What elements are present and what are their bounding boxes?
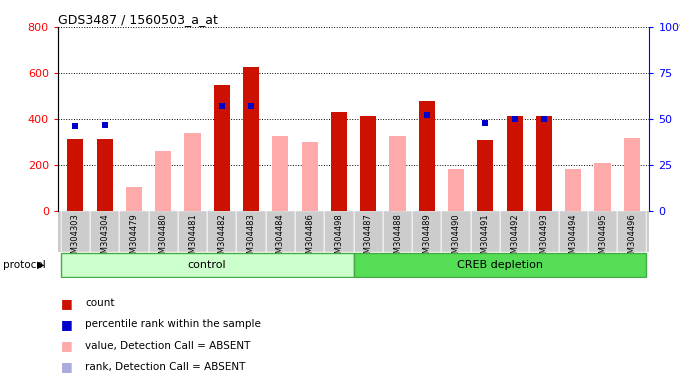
- Bar: [419, 101, 435, 211]
- Bar: [507, 116, 523, 211]
- Text: count: count: [85, 298, 114, 308]
- Bar: [354, 211, 383, 252]
- Text: ■: ■: [61, 360, 73, 373]
- Bar: [324, 211, 354, 252]
- Bar: [243, 67, 259, 211]
- Bar: [237, 211, 266, 252]
- Text: GSM304490: GSM304490: [452, 213, 460, 264]
- Bar: [594, 163, 611, 211]
- Bar: [360, 116, 376, 211]
- Bar: [302, 142, 318, 211]
- Text: GSM304489: GSM304489: [422, 213, 431, 264]
- Text: CREB depletion: CREB depletion: [457, 260, 543, 270]
- Text: GSM304303: GSM304303: [71, 213, 80, 264]
- Bar: [448, 169, 464, 211]
- Text: protocol: protocol: [3, 260, 46, 270]
- Text: GDS3487 / 1560503_a_at: GDS3487 / 1560503_a_at: [58, 13, 218, 26]
- Text: ■: ■: [61, 297, 73, 310]
- Bar: [214, 85, 230, 211]
- Text: ■: ■: [61, 339, 73, 352]
- Bar: [67, 139, 84, 211]
- Bar: [412, 211, 441, 252]
- Text: value, Detection Call = ABSENT: value, Detection Call = ABSENT: [85, 341, 250, 351]
- Bar: [61, 211, 90, 252]
- Bar: [588, 211, 617, 252]
- Text: rank, Detection Call = ABSENT: rank, Detection Call = ABSENT: [85, 362, 245, 372]
- Text: GSM304496: GSM304496: [628, 213, 636, 264]
- Text: GSM304480: GSM304480: [158, 213, 168, 264]
- Bar: [617, 211, 647, 252]
- Bar: [90, 211, 119, 252]
- Bar: [558, 211, 588, 252]
- Bar: [354, 253, 647, 277]
- Bar: [383, 211, 412, 252]
- Text: control: control: [188, 260, 226, 270]
- Text: ▶: ▶: [37, 260, 45, 270]
- Bar: [266, 211, 295, 252]
- Bar: [331, 112, 347, 211]
- Bar: [272, 136, 288, 211]
- Bar: [529, 211, 558, 252]
- Bar: [471, 211, 500, 252]
- Bar: [207, 211, 237, 252]
- Text: GSM304498: GSM304498: [335, 213, 343, 264]
- Bar: [500, 211, 529, 252]
- Text: GSM304488: GSM304488: [393, 213, 402, 264]
- Text: GSM304492: GSM304492: [510, 213, 519, 264]
- Text: GSM304486: GSM304486: [305, 213, 314, 264]
- Text: ■: ■: [61, 318, 73, 331]
- Bar: [536, 116, 552, 211]
- Bar: [477, 140, 494, 211]
- Bar: [295, 211, 324, 252]
- Bar: [565, 169, 581, 211]
- Bar: [119, 211, 149, 252]
- Text: GSM304483: GSM304483: [247, 213, 256, 264]
- Text: GSM304487: GSM304487: [364, 213, 373, 264]
- Text: GSM304479: GSM304479: [129, 213, 139, 264]
- Text: GSM304495: GSM304495: [598, 213, 607, 264]
- Bar: [126, 187, 142, 211]
- Text: GSM304304: GSM304304: [100, 213, 109, 264]
- Bar: [360, 142, 376, 211]
- Bar: [441, 211, 471, 252]
- Bar: [624, 138, 640, 211]
- Text: GSM304494: GSM304494: [568, 213, 578, 264]
- Bar: [149, 211, 178, 252]
- Text: GSM304491: GSM304491: [481, 213, 490, 264]
- Bar: [390, 136, 405, 211]
- Bar: [178, 211, 207, 252]
- Bar: [97, 139, 113, 211]
- Text: GSM304484: GSM304484: [276, 213, 285, 264]
- Bar: [184, 133, 201, 211]
- Bar: [155, 151, 171, 211]
- Text: GSM304493: GSM304493: [539, 213, 549, 264]
- Text: GSM304481: GSM304481: [188, 213, 197, 264]
- Text: GSM304482: GSM304482: [218, 213, 226, 264]
- Text: percentile rank within the sample: percentile rank within the sample: [85, 319, 261, 329]
- Bar: [61, 253, 354, 277]
